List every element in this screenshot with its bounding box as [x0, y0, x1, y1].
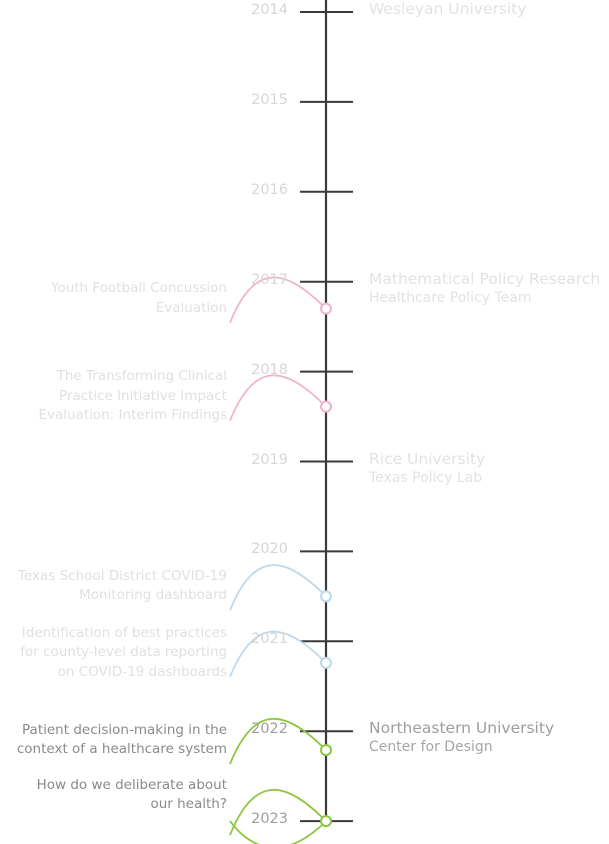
publication-marker	[320, 656, 332, 669]
year-label-2022: 2022	[251, 721, 288, 738]
publication-connector	[229, 564, 327, 611]
year-label-2017: 2017	[251, 271, 288, 288]
year-label-2018: 2018	[251, 361, 288, 378]
publication-title-line: Texas School District COVID-19	[18, 567, 227, 584]
publication-title-line: Practice Initiative Impact	[58, 387, 227, 404]
publication-title-line: Youth Football Concussion	[51, 280, 227, 297]
publication-marker	[320, 302, 332, 315]
org-team: Center for Design	[369, 739, 493, 756]
publication-marker	[320, 590, 332, 603]
year-label-2019: 2019	[251, 451, 288, 468]
publication-connector	[229, 789, 327, 836]
publication-title: Youth Football Concussion Evaluation	[51, 279, 227, 318]
publication-title-line: our health?	[150, 796, 227, 813]
publication-connector	[229, 717, 327, 765]
publication-title: Texas School District COVID-19 Monitoring…	[18, 567, 227, 606]
publication-title: How do we deliberate about our health?	[37, 776, 227, 815]
publication-title: Identification of best practices for coun…	[20, 624, 227, 683]
org-name: Mathematical Policy Research	[369, 269, 601, 288]
publication-title-line: context of a healthcare system	[16, 741, 227, 758]
publication-title-line: Patient decision-making in the	[22, 721, 227, 738]
year-label-2023: 2023	[251, 811, 288, 828]
publication-connector	[229, 630, 327, 678]
year-label-2016: 2016	[251, 181, 288, 198]
publication-title: The Transforming Clinical Practice Initia…	[38, 367, 227, 426]
publication-title-line: Identification of best practices	[21, 624, 227, 641]
org-name: Rice University	[369, 449, 486, 468]
publication-marker	[320, 744, 332, 757]
publication-title-line: Monitoring dashboard	[79, 587, 227, 604]
publication-title-line: for county-level data reporting	[20, 644, 227, 661]
year-label-2021: 2021	[251, 631, 288, 648]
year-label-2015: 2015	[251, 91, 288, 108]
org-team: Texas Policy Lab	[369, 469, 483, 486]
publication-title-line: Evaluation	[155, 299, 227, 316]
publication-title-line: The Transforming Clinical	[56, 368, 227, 385]
publication-title-line: on COVID-19 dashboards	[57, 663, 227, 680]
publication-connector	[229, 374, 327, 421]
publication-connector	[229, 276, 327, 324]
publication-marker	[320, 815, 332, 828]
org-name: Wesleyan University	[369, 0, 527, 18]
publication-title-line: How do we deliberate about	[36, 776, 227, 793]
org-team: Healthcare Policy Team	[369, 289, 532, 306]
publication-title: Patient decision-making in the context of…	[17, 721, 227, 760]
org-name: Northeastern University	[369, 719, 555, 738]
year-label-2014: 2014	[251, 2, 288, 18]
publication-title-line: Evaluation: Interim Findings	[38, 407, 227, 424]
publication-connector-lower	[229, 820, 327, 844]
year-label-2020: 2020	[251, 541, 288, 558]
publication-marker	[320, 400, 332, 413]
